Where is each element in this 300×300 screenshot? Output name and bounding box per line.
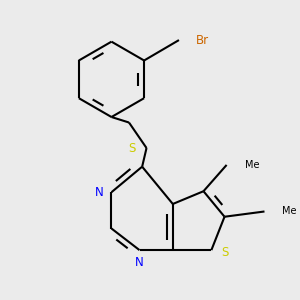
Text: S: S bbox=[221, 246, 229, 259]
Text: Br: Br bbox=[196, 34, 209, 46]
Text: N: N bbox=[94, 186, 103, 199]
Text: S: S bbox=[128, 142, 136, 154]
Text: Me: Me bbox=[244, 160, 259, 170]
Text: N: N bbox=[135, 256, 144, 269]
Text: Me: Me bbox=[282, 206, 297, 217]
